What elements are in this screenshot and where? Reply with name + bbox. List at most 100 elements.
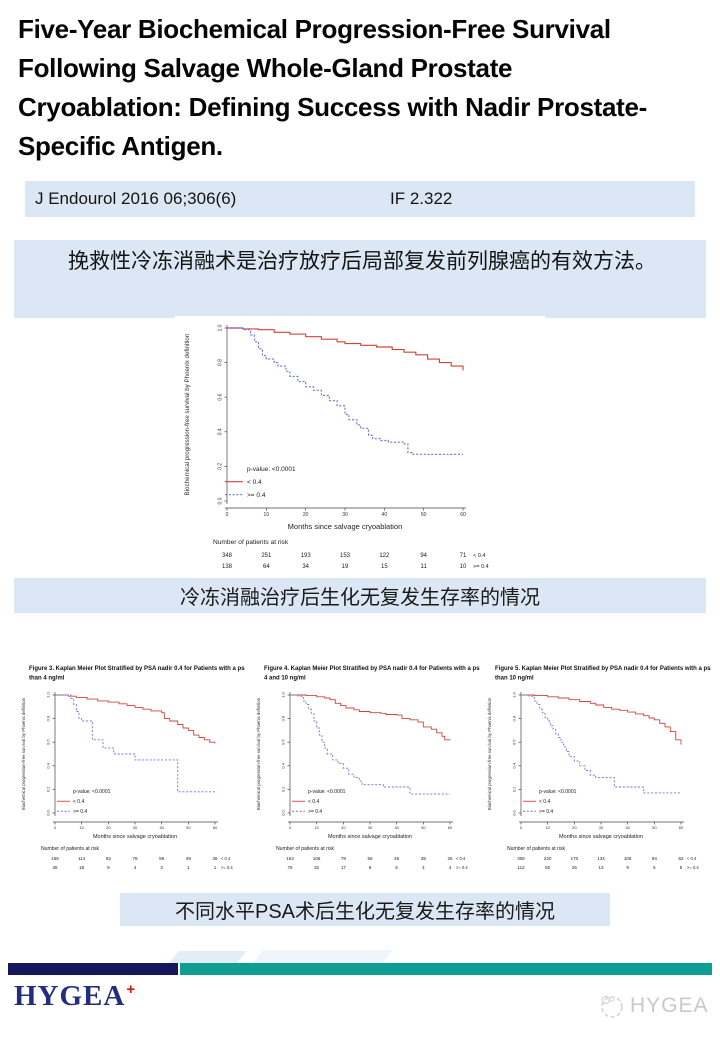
svg-text:10: 10 xyxy=(79,825,84,830)
svg-text:0: 0 xyxy=(54,825,57,830)
svg-text:>= 0.4: >= 0.4 xyxy=(247,492,266,499)
svg-text:36: 36 xyxy=(52,865,58,870)
svg-text:193: 193 xyxy=(301,553,312,559)
svg-text:5: 5 xyxy=(653,865,656,870)
svg-text:50: 50 xyxy=(186,825,191,830)
svg-text:30: 30 xyxy=(342,512,348,518)
svg-text:112: 112 xyxy=(517,865,525,870)
svg-text:0.6: 0.6 xyxy=(218,394,224,401)
svg-text:0.4: 0.4 xyxy=(512,762,517,768)
svg-text:0.0: 0.0 xyxy=(281,809,286,815)
svg-text:64: 64 xyxy=(263,564,270,570)
svg-text:Months since salvage cryoablat: Months since salvage cryoablation xyxy=(93,834,177,840)
hygea-logo-text: HYGEA xyxy=(14,980,126,1012)
svg-text:Number of patients at risk: Number of patients at risk xyxy=(507,846,565,852)
svg-text:15: 15 xyxy=(381,564,388,570)
svg-text:17: 17 xyxy=(341,865,347,870)
svg-text:0.6: 0.6 xyxy=(281,739,286,745)
svg-text:56: 56 xyxy=(367,856,373,861)
svg-text:30: 30 xyxy=(599,825,604,830)
svg-text:p-value: <0.0001: p-value: <0.0001 xyxy=(539,789,577,795)
svg-text:18: 18 xyxy=(79,865,85,870)
page-title-line-3: Cryoablation: Defining Success with Nadi… xyxy=(18,92,648,122)
svg-text:153: 153 xyxy=(340,553,351,559)
chart-main-svg: 0.0 0.2 0.4 0.6 0.8 1.0 Biochemical progressio… xyxy=(184,324,489,570)
svg-text:78: 78 xyxy=(341,856,347,861)
footer-bar-teal xyxy=(180,963,712,975)
svg-text:Figure 4. Kaplan Meier Plot St: Figure 4. Kaplan Meier Plot Stratified b… xyxy=(264,666,480,672)
svg-text:>= 0.4: >= 0.4 xyxy=(308,809,322,815)
svg-text:1.0: 1.0 xyxy=(218,324,224,331)
hygea-watermark: HYGEA xyxy=(598,993,709,1019)
svg-text:348: 348 xyxy=(222,553,233,559)
hygea-watermark-badge-icon xyxy=(601,995,623,1018)
svg-text:170: 170 xyxy=(571,856,579,861)
svg-text:32: 32 xyxy=(314,865,320,870)
svg-text:30: 30 xyxy=(368,825,373,830)
svg-text:than 10 ng/ml: than 10 ng/ml xyxy=(495,676,534,682)
svg-text:0.0: 0.0 xyxy=(46,809,51,815)
svg-text:Number of patients at risk: Number of patients at risk xyxy=(41,846,99,852)
svg-text:Number of patients at risk: Number of patients at risk xyxy=(213,539,289,546)
hygea-watermark-text: HYGEA xyxy=(630,994,709,1017)
km-chart-figure4: Figure 4. Kaplan Meier Plot Stratified b… xyxy=(250,660,518,884)
svg-text:40: 40 xyxy=(159,825,164,830)
svg-text:60: 60 xyxy=(679,825,684,830)
svg-text:50: 50 xyxy=(421,512,427,518)
svg-text:0.0: 0.0 xyxy=(218,497,224,504)
svg-text:10: 10 xyxy=(545,825,550,830)
svg-text:5: 5 xyxy=(680,865,683,870)
page-title: Five-Year Biochemical Progression-Free S… xyxy=(18,10,713,166)
svg-text:20: 20 xyxy=(106,825,111,830)
footer-bar-navy xyxy=(8,963,178,975)
svg-text:< 0.4: < 0.4 xyxy=(539,799,550,805)
chart-fig5-svg: Figure 5. Kaplan Meier Plot Stratified b… xyxy=(487,666,720,870)
journal-citation-bar: J Endourol 2016 06;306(6) IF 2.322 xyxy=(25,181,695,217)
svg-text:< 0.4: < 0.4 xyxy=(308,799,319,805)
svg-text:Months since salvage cryoablat: Months since salvage cryoablation xyxy=(559,834,643,840)
km-chart-figure5: Figure 5. Kaplan Meier Plot Stratified b… xyxy=(481,660,720,884)
svg-text:< 0.4: < 0.4 xyxy=(687,856,697,861)
chart-fig4-svg: Figure 4. Kaplan Meier Plot Stratified b… xyxy=(256,666,518,870)
svg-text:134: 134 xyxy=(597,856,605,861)
svg-text:46: 46 xyxy=(394,856,400,861)
svg-text:30: 30 xyxy=(133,825,138,830)
svg-text:78: 78 xyxy=(132,856,138,861)
svg-text:92: 92 xyxy=(106,856,112,861)
journal-citation: J Endourol 2016 06;306(6) xyxy=(35,189,237,208)
svg-text:155: 155 xyxy=(51,856,59,861)
svg-text:< 0.4: < 0.4 xyxy=(473,553,485,559)
page-title-line-1: Five-Year Biochemical Progression-Free S… xyxy=(18,14,611,44)
svg-text:< 0.4: < 0.4 xyxy=(73,799,84,805)
svg-text:40: 40 xyxy=(382,512,388,518)
svg-text:4: 4 xyxy=(134,865,137,870)
svg-text:11: 11 xyxy=(421,564,428,570)
svg-text:94: 94 xyxy=(420,553,427,559)
svg-text:0: 0 xyxy=(289,825,292,830)
svg-text:220: 220 xyxy=(544,856,552,861)
svg-text:34: 34 xyxy=(302,564,309,570)
svg-text:10: 10 xyxy=(314,825,319,830)
svg-text:59: 59 xyxy=(159,856,165,861)
svg-text:106: 106 xyxy=(313,856,321,861)
hygea-logo: HYGEA+ xyxy=(14,980,136,1013)
svg-text:6: 6 xyxy=(395,865,398,870)
svg-text:76: 76 xyxy=(287,865,293,870)
svg-text:0.8: 0.8 xyxy=(218,359,224,366)
svg-text:3: 3 xyxy=(160,865,163,870)
page-title-line-2: Following Salvage Whole-Gland Prostate xyxy=(18,53,513,83)
svg-text:20: 20 xyxy=(303,512,309,518)
svg-text:0.2: 0.2 xyxy=(512,786,517,792)
km-chart-overall: 0.0 0.2 0.4 0.6 0.8 1.0 Biochemical progressio… xyxy=(175,316,545,576)
svg-text:Figure 3. Kaplan Meier Plot St: Figure 3. Kaplan Meier Plot Stratified b… xyxy=(29,666,245,672)
svg-text:49: 49 xyxy=(186,856,192,861)
svg-text:0.2: 0.2 xyxy=(218,463,224,470)
svg-text:20: 20 xyxy=(572,825,577,830)
svg-text:9: 9 xyxy=(626,865,629,870)
svg-text:9: 9 xyxy=(107,865,110,870)
svg-text:Biochemical progression-free s: Biochemical progression-free survival by… xyxy=(256,697,261,810)
svg-text:4: 4 xyxy=(449,865,452,870)
svg-text:1: 1 xyxy=(187,865,190,870)
svg-text:Number of patients at risk: Number of patients at risk xyxy=(276,846,334,852)
svg-text:26: 26 xyxy=(447,856,453,861)
